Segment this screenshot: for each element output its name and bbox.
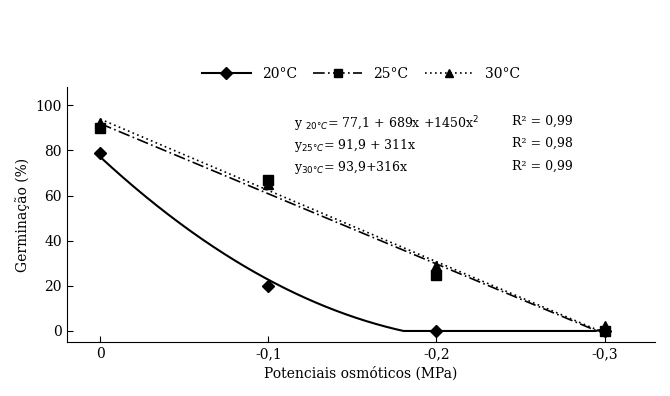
Text: y $_{20°C}$= 77,1 + 689x +1450x$^{2}$: y $_{20°C}$= 77,1 + 689x +1450x$^{2}$ — [293, 114, 478, 134]
Legend: 20°C, 25°C, 30°C: 20°C, 25°C, 30°C — [196, 61, 525, 86]
Y-axis label: Germinação (%): Germinação (%) — [15, 158, 30, 272]
Text: y$_{30°C}$= 93,9+316x: y$_{30°C}$= 93,9+316x — [293, 160, 408, 177]
Text: R² = 0,99: R² = 0,99 — [512, 160, 573, 173]
Text: y$_{25°C}$= 91,9 + 311x: y$_{25°C}$= 91,9 + 311x — [293, 137, 416, 154]
X-axis label: Potenciais osmóticos (MPa): Potenciais osmóticos (MPa) — [264, 367, 458, 381]
Text: R² = 0,99: R² = 0,99 — [512, 114, 573, 128]
Text: R² = 0,98: R² = 0,98 — [512, 137, 573, 150]
